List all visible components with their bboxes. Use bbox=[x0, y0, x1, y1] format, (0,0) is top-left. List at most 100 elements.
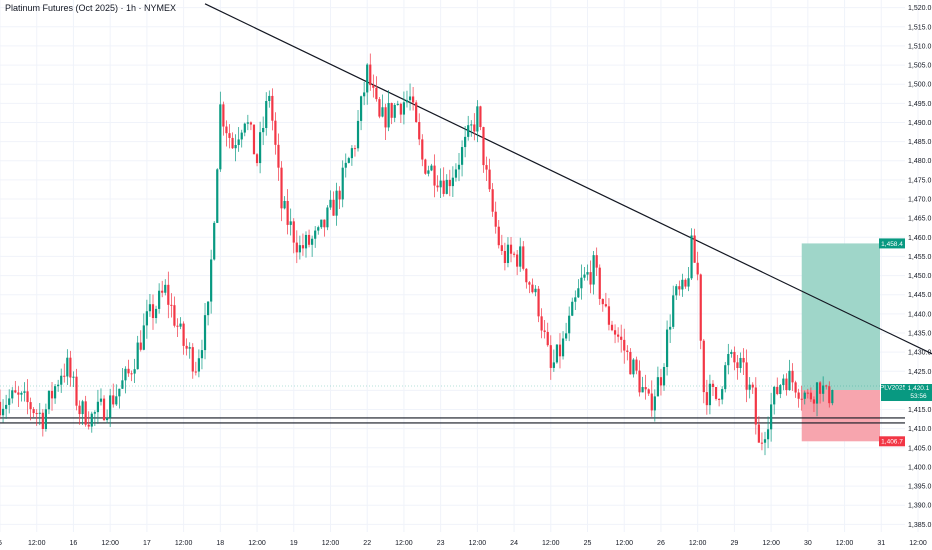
candle-body bbox=[638, 370, 641, 393]
candle-body bbox=[831, 390, 834, 404]
candle-body bbox=[610, 324, 614, 331]
candle-body bbox=[451, 177, 454, 187]
price-tick-label: 1,405.0 bbox=[908, 445, 931, 452]
countdown-badge-text: 53:56 bbox=[910, 393, 927, 400]
candle-body bbox=[745, 362, 748, 390]
candle-body bbox=[675, 286, 678, 296]
candle-body bbox=[500, 245, 503, 251]
time-tick-label: 12:00 bbox=[469, 540, 487, 547]
candle-body bbox=[467, 125, 470, 137]
candle-body bbox=[699, 274, 702, 341]
candle-body bbox=[191, 347, 194, 372]
candle-body bbox=[197, 358, 200, 372]
price-tick-label: 1,485.0 bbox=[908, 139, 931, 146]
candle-body bbox=[754, 387, 757, 425]
candle-body bbox=[378, 99, 381, 117]
candle-body bbox=[216, 169, 219, 223]
candle-body bbox=[234, 145, 237, 149]
candle-body bbox=[552, 362, 555, 368]
stop-zone[interactable] bbox=[801, 390, 880, 442]
candle-body bbox=[154, 308, 158, 319]
candle-body bbox=[203, 315, 207, 351]
candle-body bbox=[653, 396, 656, 411]
candle-body bbox=[595, 255, 598, 268]
candle-body bbox=[565, 333, 568, 339]
candle-body bbox=[375, 87, 378, 100]
price-tick-label: 1,385.0 bbox=[908, 522, 931, 529]
candle-body bbox=[766, 429, 770, 440]
candle-body bbox=[791, 370, 794, 383]
time-tick-label: 12:00 bbox=[395, 540, 413, 547]
candle-body bbox=[733, 351, 736, 363]
candle-body bbox=[770, 404, 773, 430]
candle-body bbox=[179, 323, 182, 327]
time-tick-label: 12:00 bbox=[836, 540, 854, 547]
candle-body bbox=[497, 226, 500, 246]
candle-body bbox=[583, 274, 586, 278]
candle-body bbox=[604, 304, 607, 307]
candle-body bbox=[182, 323, 185, 346]
price-tick-label: 1,415.0 bbox=[908, 407, 931, 414]
candle-body bbox=[121, 380, 124, 389]
candle-body bbox=[139, 342, 142, 350]
candle-body bbox=[75, 376, 78, 406]
candle-body bbox=[304, 234, 308, 249]
candle-body bbox=[494, 211, 497, 227]
candle-body bbox=[124, 368, 127, 381]
candle-body bbox=[151, 304, 155, 319]
candle-body bbox=[314, 230, 317, 239]
candle-body bbox=[47, 390, 51, 410]
candle-body bbox=[809, 392, 812, 400]
candle-body bbox=[537, 288, 540, 317]
candle-body bbox=[57, 384, 60, 387]
time-tick-label: 12:00 bbox=[542, 540, 560, 547]
candle-body bbox=[20, 392, 23, 395]
candle-body bbox=[405, 100, 409, 103]
candle-body bbox=[730, 351, 733, 354]
candle-body bbox=[81, 401, 84, 415]
candle-body bbox=[623, 339, 626, 351]
candle-body bbox=[506, 244, 510, 264]
candle-body bbox=[516, 254, 519, 267]
time-tick-label: 5 bbox=[0, 540, 2, 547]
price-tick-label: 1,410.0 bbox=[908, 426, 931, 433]
time-tick-label: 19 bbox=[290, 540, 298, 547]
stop-price-badge-text: 1,406.7 bbox=[881, 439, 903, 446]
candle-body bbox=[445, 179, 448, 194]
candle-body bbox=[568, 315, 571, 334]
grid bbox=[0, 0, 919, 532]
candle-body bbox=[326, 207, 329, 228]
price-tick-label: 1,505.0 bbox=[908, 63, 931, 70]
candle-body bbox=[659, 377, 663, 386]
time-tick-label: 22 bbox=[363, 540, 371, 547]
candle-body bbox=[317, 227, 320, 231]
time-tick-label: 29 bbox=[731, 540, 739, 547]
candle-body bbox=[66, 357, 69, 377]
candle-body bbox=[240, 132, 243, 140]
candle-body bbox=[460, 147, 464, 165]
candle-body bbox=[259, 132, 262, 164]
candle-body bbox=[797, 392, 800, 399]
candle-body bbox=[427, 170, 430, 174]
candles bbox=[0, 53, 834, 456]
candle-body bbox=[779, 385, 782, 395]
candle-body bbox=[320, 219, 323, 228]
candle-body bbox=[283, 200, 286, 209]
time-tick-label: 16 bbox=[70, 540, 78, 547]
target-zone[interactable] bbox=[801, 243, 880, 391]
trendline[interactable] bbox=[204, 3, 932, 356]
time-tick-label: 12:00 bbox=[689, 540, 707, 547]
candle-body bbox=[173, 305, 176, 326]
time-axis[interactable]: 5 12:00 16 12:00 17 12:00 18 12:00 19 12:00 22 12:0… bbox=[0, 540, 927, 547]
candle-body bbox=[14, 390, 17, 393]
candle-body bbox=[650, 393, 653, 411]
candle-body bbox=[295, 242, 298, 253]
candle-body bbox=[99, 398, 103, 402]
candle-body bbox=[721, 389, 724, 400]
candle-body bbox=[130, 373, 133, 375]
candle-body bbox=[50, 390, 54, 399]
candle-body bbox=[271, 95, 274, 121]
candle-body bbox=[109, 395, 112, 418]
